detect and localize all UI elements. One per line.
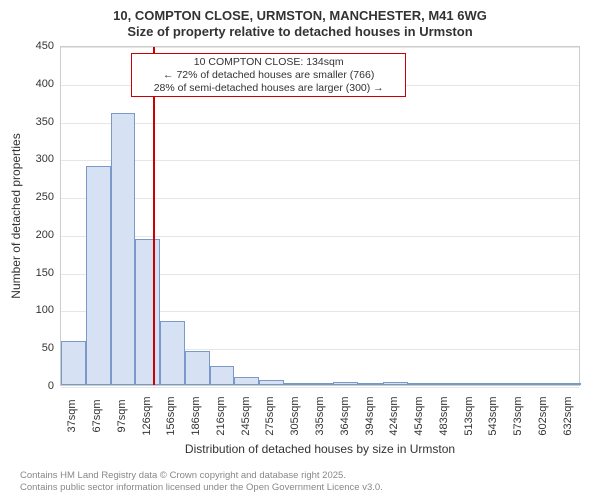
x-tick-label: 573sqm <box>512 396 524 435</box>
x-tick-label: 364sqm <box>339 396 351 435</box>
x-tick-label: 216sqm <box>215 396 227 435</box>
annotation-line-1: 10 COMPTON CLOSE: 134sqm <box>136 56 401 69</box>
gridline <box>61 198 579 199</box>
annotation-line-3: 28% of semi-detached houses are larger (… <box>136 82 401 95</box>
histogram-bar <box>160 321 185 385</box>
histogram-bar <box>61 341 86 385</box>
histogram-bar <box>531 383 556 385</box>
histogram-bar <box>111 113 136 385</box>
histogram-bar <box>482 383 507 385</box>
y-tick-label: 300 <box>36 153 54 165</box>
histogram-bar <box>185 351 210 385</box>
y-axis-label: Number of detached properties <box>9 133 23 298</box>
gridline <box>61 160 579 161</box>
x-tick-label: 97sqm <box>116 399 128 432</box>
x-tick-label: 37sqm <box>66 399 78 432</box>
x-tick-label: 513sqm <box>463 396 475 435</box>
y-tick-label: 450 <box>36 40 54 52</box>
histogram-bar <box>432 383 457 385</box>
histogram-bar <box>556 383 581 385</box>
x-tick-label: 335sqm <box>314 396 326 435</box>
x-tick-label: 186sqm <box>190 396 202 435</box>
y-tick-label: 100 <box>36 304 54 316</box>
histogram-bar <box>234 377 259 385</box>
chart-title: 10, COMPTON CLOSE, URMSTON, MANCHESTER, … <box>0 8 600 41</box>
gridline <box>61 387 579 388</box>
footer-attribution: Contains HM Land Registry data © Crown c… <box>20 470 590 495</box>
histogram-bar <box>135 239 160 385</box>
histogram-bar <box>507 383 532 385</box>
x-tick-label: 156sqm <box>165 396 177 435</box>
y-tick-label: 150 <box>36 267 54 279</box>
x-tick-label: 275sqm <box>264 396 276 435</box>
x-tick-label: 245sqm <box>240 396 252 435</box>
y-tick-label: 250 <box>36 191 54 203</box>
gridline <box>61 47 579 48</box>
x-tick-label: 394sqm <box>364 396 376 435</box>
y-tick-label: 350 <box>36 116 54 128</box>
histogram-bar <box>383 382 408 385</box>
x-tick-label: 602sqm <box>537 396 549 435</box>
title-line-1: 10, COMPTON CLOSE, URMSTON, MANCHESTER, … <box>0 8 600 24</box>
annotation-line-2: ← 72% of detached houses are smaller (76… <box>136 69 401 82</box>
y-tick-label: 0 <box>48 380 54 392</box>
x-tick-label: 67sqm <box>91 399 103 432</box>
gridline <box>61 236 579 237</box>
histogram-bar <box>333 382 358 385</box>
x-tick-label: 632sqm <box>562 396 574 435</box>
y-tick-label: 50 <box>42 342 54 354</box>
footer-line-2: Contains public sector information licen… <box>20 482 590 494</box>
histogram-bar <box>457 383 482 385</box>
reference-line <box>153 47 155 385</box>
histogram-bar <box>210 366 235 385</box>
footer-line-1: Contains HM Land Registry data © Crown c… <box>20 470 590 482</box>
x-tick-label: 483sqm <box>438 396 450 435</box>
histogram-bar <box>284 383 309 385</box>
histogram-bar <box>309 383 334 385</box>
x-tick-label: 454sqm <box>413 396 425 435</box>
x-tick-label: 543sqm <box>487 396 499 435</box>
histogram-bar <box>86 166 111 385</box>
x-axis-label: Distribution of detached houses by size … <box>60 442 580 456</box>
x-tick-label: 424sqm <box>388 396 400 435</box>
histogram-bar <box>408 383 433 385</box>
y-tick-label: 200 <box>36 229 54 241</box>
chart-container: { "title": { "line1": "10, COMPTON CLOSE… <box>0 0 600 500</box>
y-tick-label: 400 <box>36 78 54 90</box>
x-tick-label: 305sqm <box>289 396 301 435</box>
histogram-bar <box>259 380 284 385</box>
annotation-box: 10 COMPTON CLOSE: 134sqm← 72% of detache… <box>131 53 406 97</box>
histogram-bar <box>358 383 383 385</box>
plot-area: 10 COMPTON CLOSE: 134sqm← 72% of detache… <box>60 46 580 386</box>
x-tick-label: 126sqm <box>141 396 153 435</box>
gridline <box>61 123 579 124</box>
title-line-2: Size of property relative to detached ho… <box>0 24 600 40</box>
